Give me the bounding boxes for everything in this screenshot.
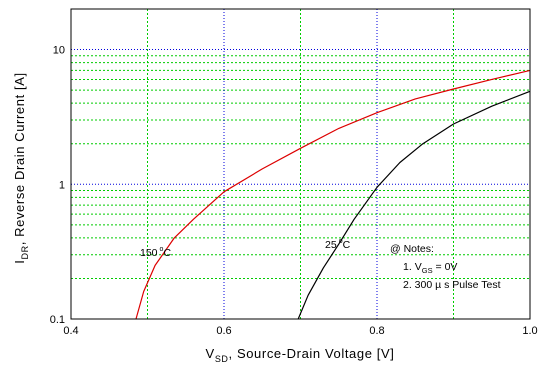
y-axis-label: IDR, Reverse Drain Current [A] xyxy=(12,72,30,263)
x-tick-label: 1.0 xyxy=(522,325,537,337)
notes-line-1: 1. VGS = 0V xyxy=(403,261,457,275)
minor-grid xyxy=(71,8,530,319)
series-label-25c: 25 oC xyxy=(325,238,351,251)
y-tick-label: 1 xyxy=(59,179,65,191)
series-line-150c xyxy=(135,69,531,320)
series-label-150c: 150 oC xyxy=(140,246,171,259)
tick-labels: 0.4 0.6 0.8 1.0 0.1 1 10 xyxy=(50,45,538,337)
y-tick-label: 10 xyxy=(53,45,65,57)
series-line-25c xyxy=(297,90,531,320)
major-grid xyxy=(71,9,530,319)
y-tick-label: 0.1 xyxy=(50,314,65,326)
notes-line-2: 2. 300 µ s Pulse Test xyxy=(403,279,501,291)
x-tick-label: 0.6 xyxy=(216,325,231,337)
series-layer xyxy=(135,69,531,320)
x-tick-label: 0.8 xyxy=(369,325,384,337)
x-axis-label: VSD, Source-Drain Voltage [V] xyxy=(206,346,395,364)
plot-frame xyxy=(70,8,531,320)
x-tick-label: 0.4 xyxy=(63,325,78,337)
notes-heading: @ Notes: xyxy=(390,243,434,255)
